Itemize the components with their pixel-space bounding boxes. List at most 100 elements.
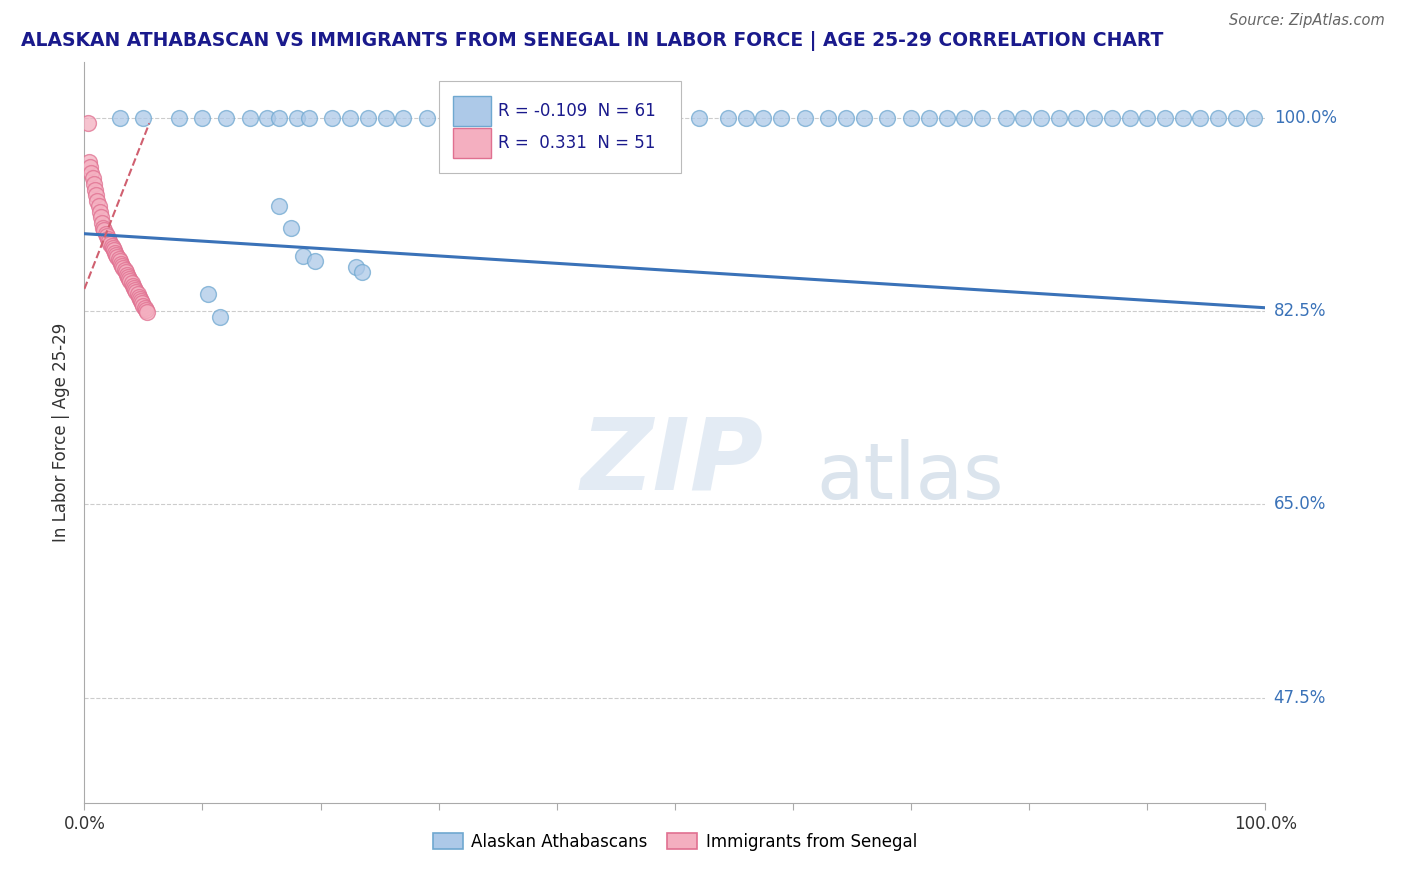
Point (122, 281, 145, 295)
Point (1083, 111, 1105, 125)
Point (114, 265, 136, 279)
Point (108, 254, 131, 268)
Point (835, 111, 858, 125)
Point (87, 199, 110, 213)
Point (94, 227, 117, 241)
Point (77, 116, 100, 130)
Point (291, 249, 314, 263)
Legend: Alaskan Athabascans, Immigrants from Senegal: Alaskan Athabascans, Immigrants from Sen… (426, 826, 924, 857)
Point (350, 265, 373, 279)
Point (97, 232, 120, 246)
Point (1029, 111, 1052, 125)
Point (79, 161, 101, 175)
Point (392, 111, 415, 125)
Point (132, 111, 155, 125)
Text: Source: ZipAtlas.com: Source: ZipAtlas.com (1229, 13, 1385, 29)
Point (1012, 111, 1035, 125)
Point (304, 254, 326, 268)
Point (688, 111, 710, 125)
Text: 47.5%: 47.5% (1274, 689, 1326, 706)
Point (852, 111, 875, 125)
Point (114, 263, 136, 277)
Point (239, 111, 262, 125)
Point (534, 111, 557, 125)
Point (734, 111, 756, 125)
Point (994, 111, 1017, 125)
Point (108, 111, 131, 125)
Point (98, 235, 121, 249)
Point (918, 111, 941, 125)
Point (416, 111, 439, 125)
FancyBboxPatch shape (453, 96, 491, 126)
Point (256, 111, 278, 125)
Point (1154, 111, 1177, 125)
Point (717, 111, 740, 125)
Point (91, 216, 114, 230)
Point (280, 221, 302, 235)
Point (344, 260, 367, 274)
Point (209, 310, 232, 324)
Point (90, 210, 112, 224)
Point (80, 166, 103, 180)
Point (117, 269, 139, 284)
Point (215, 111, 238, 125)
Point (128, 290, 150, 304)
Point (374, 111, 396, 125)
Point (1189, 111, 1212, 125)
Point (135, 302, 157, 317)
Point (112, 260, 135, 275)
Y-axis label: In Labor Force | Age 25-29: In Labor Force | Age 25-29 (52, 323, 70, 542)
Point (1047, 111, 1070, 125)
Point (125, 285, 148, 300)
Point (82, 171, 104, 186)
Point (121, 277, 143, 291)
Point (191, 111, 214, 125)
Point (321, 111, 343, 125)
Point (298, 111, 321, 125)
Point (339, 111, 361, 125)
Point (970, 111, 993, 125)
Text: 82.5%: 82.5% (1274, 302, 1326, 320)
Point (110, 256, 132, 270)
Text: ALASKAN ATHABASCAN VS IMMIGRANTS FROM SENEGAL IN LABOR FORCE | AGE 25-29 CORRELA: ALASKAN ATHABASCAN VS IMMIGRANTS FROM SE… (21, 31, 1164, 51)
Point (269, 111, 291, 125)
Text: 100.0%: 100.0% (1274, 109, 1337, 127)
Point (1101, 111, 1123, 125)
Point (953, 111, 976, 125)
Point (269, 199, 291, 213)
Point (557, 111, 579, 125)
Text: ZIP: ZIP (581, 414, 763, 511)
Point (132, 299, 155, 313)
Point (463, 111, 485, 125)
Point (1136, 111, 1159, 125)
Point (134, 301, 156, 315)
Point (131, 296, 153, 310)
Text: atlas: atlas (817, 439, 1004, 515)
Point (86, 194, 108, 208)
Point (1171, 111, 1194, 125)
Point (1225, 111, 1247, 125)
Point (1066, 111, 1088, 125)
Point (84, 182, 107, 196)
Point (118, 272, 141, 286)
Point (793, 111, 815, 125)
Point (105, 248, 128, 262)
Point (167, 111, 190, 125)
Point (91, 221, 114, 235)
Point (129, 294, 152, 309)
Point (124, 283, 146, 297)
Point (900, 111, 922, 125)
Text: R = -0.109  N = 61: R = -0.109 N = 61 (498, 103, 655, 120)
Point (98, 236, 121, 251)
Point (197, 287, 219, 301)
Point (84, 188, 107, 202)
Point (107, 252, 129, 267)
Point (111, 259, 134, 273)
Point (127, 287, 149, 301)
Point (128, 292, 150, 306)
Point (83, 177, 105, 191)
Point (652, 111, 675, 125)
Point (115, 268, 138, 282)
Point (89, 204, 111, 219)
Point (285, 111, 308, 125)
